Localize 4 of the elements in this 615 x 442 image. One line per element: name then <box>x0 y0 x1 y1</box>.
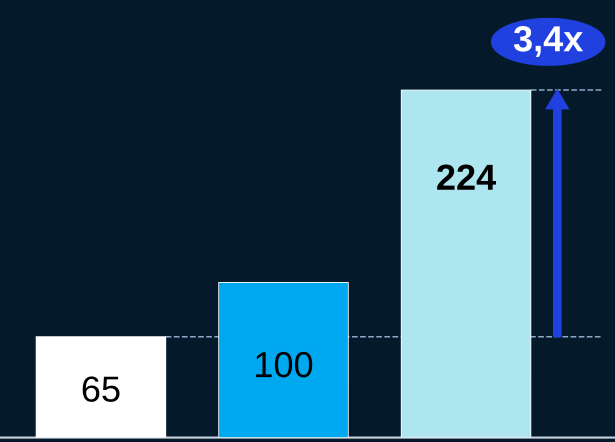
data-label: 100 <box>256 352 312 378</box>
annotation: 3,4x <box>514 26 584 57</box>
data-label: 224 <box>437 164 496 190</box>
data-label: 65 <box>82 376 120 402</box>
